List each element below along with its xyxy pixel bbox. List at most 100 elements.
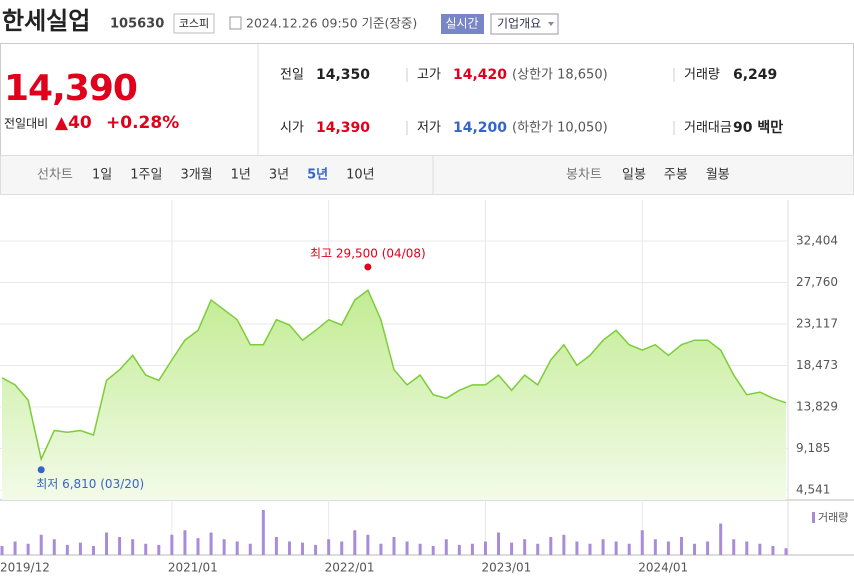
volume-bar [470, 543, 474, 555]
volume-bar [78, 542, 82, 555]
annotation-dot [364, 263, 372, 271]
volume-bar [287, 541, 291, 555]
period-tab[interactable]: 3년 [269, 168, 289, 183]
y-tick-label: 32,404 [796, 234, 838, 248]
change-value: ▲40 [55, 113, 92, 133]
datetime: 2024.12.26 09:50 기준(장중) [246, 16, 417, 31]
y-tick-label: 27,760 [796, 275, 838, 289]
volume-bar [601, 539, 605, 555]
volume-bar [118, 537, 122, 555]
volume-bar [170, 534, 174, 555]
volume-bar [235, 541, 239, 555]
stat-value: 6,249 [733, 67, 777, 83]
period-tab[interactable]: 1일 [92, 168, 112, 183]
volume-bar [340, 541, 344, 555]
volume-bar [784, 548, 788, 555]
volume-bar [183, 530, 187, 555]
stat-extra: (상한가 18,650) [512, 68, 608, 83]
volume-bar [65, 544, 69, 555]
volume-bar [483, 541, 487, 555]
x-tick-label: 2024/01 [638, 561, 688, 575]
volume-bar [640, 530, 644, 555]
period-tab[interactable]: 1년 [231, 168, 251, 183]
market-label: 코스피 [179, 17, 209, 30]
stat-value: 14,350 [316, 67, 370, 83]
volume-bar [353, 530, 357, 555]
volume-bar [549, 537, 553, 555]
y-tick-label: 18,473 [796, 358, 838, 372]
candle-tab[interactable]: 주봉 [664, 168, 688, 183]
price: 14,390 [4, 68, 137, 109]
volume-bar [248, 543, 252, 555]
y-tick-label: 23,117 [796, 316, 838, 330]
stat-extra: (하한가 10,050) [512, 121, 608, 136]
volume-bar [52, 539, 56, 555]
change-percent: +0.28% [106, 113, 179, 133]
volume-bar [666, 541, 670, 555]
annotation-dot [37, 466, 45, 474]
volume-bar [405, 541, 409, 555]
calendar-icon [229, 16, 242, 30]
volume-bar [157, 544, 161, 555]
dropdown-arrow [548, 22, 554, 26]
change-label: 전일대비 [4, 117, 48, 131]
period-tab[interactable]: 5년 [307, 168, 328, 183]
market-badge [173, 13, 215, 34]
volume-bar [131, 539, 135, 555]
period-tab[interactable]: 10년 [346, 168, 375, 183]
price-area [2, 290, 786, 500]
line-chart-label: 선차트 [37, 168, 73, 183]
stat-label: 고가 [417, 68, 441, 83]
stock-code: 105630 [110, 17, 164, 32]
volume-bar [627, 543, 631, 555]
volume-bar [327, 539, 331, 555]
x-tick-label: 2019/12 [0, 561, 50, 575]
period-tab[interactable]: 3개월 [180, 168, 212, 183]
realtime-button[interactable] [441, 14, 484, 34]
volume-bar [444, 539, 448, 555]
candle-tab[interactable]: 일봉 [622, 168, 646, 183]
volume-bar [222, 539, 226, 555]
volume-bar [588, 543, 592, 555]
stat-value: 90 백만 [733, 120, 783, 136]
annotation-label: 최고 29,500 (04/08) [310, 246, 426, 260]
volume-bar [91, 546, 95, 555]
volume-bar [745, 541, 749, 555]
volume-bar [13, 541, 17, 555]
volume-bar [418, 543, 422, 555]
volume-bar [679, 537, 683, 555]
volume-bar [105, 532, 109, 555]
x-tick-label: 2021/01 [168, 561, 218, 575]
stat-value: 14,420 [453, 67, 507, 83]
volume-bar [366, 534, 370, 555]
volume-bar [261, 510, 265, 555]
volume-bar [196, 538, 200, 555]
y-tick-label: 4,541 [796, 483, 830, 497]
company-button[interactable] [490, 13, 559, 35]
volume-bar [575, 541, 579, 555]
volume-bar [562, 534, 566, 555]
volume-bar [523, 539, 527, 555]
volume-bar [26, 543, 30, 555]
stat-value: 14,390 [316, 120, 370, 136]
volume-legend-swatch [812, 512, 815, 523]
volume-bar [536, 543, 540, 555]
y-tick-label: 13,829 [796, 399, 838, 413]
stat-label: 저가 [417, 121, 441, 136]
company-label: 기업개요 [497, 17, 541, 31]
volume-bar [431, 546, 435, 555]
volume-legend: 거래량 [818, 511, 848, 524]
candle-tab[interactable]: 월봉 [706, 168, 730, 183]
price-line [1, 289, 787, 462]
volume-bar [0, 546, 4, 555]
summary-box [0, 43, 854, 156]
stat-label: 거래대금 [684, 121, 732, 136]
volume-bar [457, 544, 461, 555]
stat-label: 전일 [280, 68, 304, 83]
stock-title: 한세실업 [2, 7, 90, 35]
period-tab[interactable]: 1주일 [130, 168, 162, 183]
volume-bar [39, 534, 43, 555]
volume-bar [653, 539, 657, 555]
volume-bar [706, 541, 710, 555]
